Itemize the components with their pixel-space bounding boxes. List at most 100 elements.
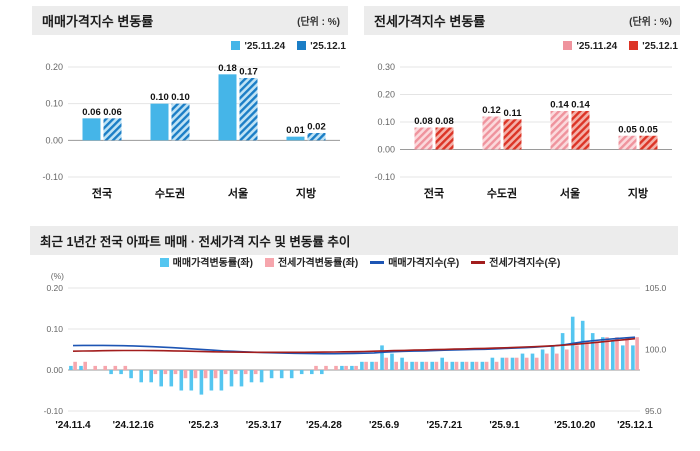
trend-bar — [390, 353, 394, 370]
trend-bar — [253, 370, 258, 375]
trend-section-title: 최근 1년간 전국 아파트 매매 · 전세가격 지수 및 변동률 추이 — [40, 235, 351, 249]
trend-bar — [223, 370, 228, 375]
trend-bar — [404, 361, 409, 370]
legend-line-swatch — [471, 261, 486, 264]
y-axis-tick-label: 0.10 — [377, 117, 395, 127]
category-label: 지방 — [296, 186, 316, 200]
x-axis-tick-label: '25.12.1 — [617, 420, 653, 431]
trend-bar — [625, 337, 629, 370]
trend-chart-legend: 매매가격변동률(좌) 전세가격변동률(좌) 매매가격지수(우) 전세가격지수(우) — [30, 254, 678, 269]
trend-bar — [601, 337, 605, 370]
trend-bar — [219, 370, 224, 391]
trend-bar — [454, 361, 459, 370]
trend-bar — [595, 341, 599, 370]
bar-value-label: 0.14 — [571, 100, 590, 111]
trend-bar — [510, 357, 515, 370]
y-axis-tick-label: -0.10 — [374, 172, 395, 182]
trend-bar — [163, 370, 168, 375]
bar — [307, 133, 326, 141]
trend-bar — [129, 370, 133, 379]
y-axis-tick-label: 0.10 — [45, 99, 63, 109]
bar — [218, 74, 237, 141]
y-axis-tick-label: 0.20 — [45, 62, 63, 72]
bar-value-label: 0.14 — [550, 100, 569, 111]
bar-value-label: 0.18 — [218, 63, 237, 74]
y-axis-tick-label: 0.00 — [45, 135, 63, 145]
category-label: 지방 — [628, 186, 648, 200]
trend-bar — [233, 370, 238, 375]
trend-section-header: 최근 1년간 전국 아파트 매매 · 전세가격 지수 및 변동률 추이 — [30, 226, 678, 255]
bar-value-label: 0.05 — [618, 124, 637, 135]
trend-bar — [414, 361, 419, 370]
trend-bar — [189, 370, 194, 391]
trend-bar — [605, 337, 609, 370]
bar — [171, 103, 190, 141]
trend-bar — [73, 361, 77, 370]
x-axis-tick-label: '25.6.9 — [369, 420, 400, 431]
category-label: 전국 — [424, 186, 444, 200]
trend-bar — [123, 365, 128, 370]
sale-price-index-panel: 매매가격지수 변동률 (단위 : %) '25.11.24 '25.12.1 0.… — [32, 6, 348, 209]
trend-bar — [575, 345, 579, 370]
trend-bar — [344, 365, 348, 370]
trend-bar — [480, 361, 485, 370]
x-axis-tick-label: '25.10.20 — [554, 420, 596, 431]
trend-bar — [314, 365, 318, 370]
jeonse-panel-title: 전세가격지수 변동률 — [374, 14, 486, 29]
legend-label: '25.11.24 — [576, 41, 618, 52]
trend-bar — [299, 370, 304, 375]
trend-bar — [484, 361, 489, 370]
trend-bar — [119, 370, 123, 375]
left-axis-tick-label: 0.10 — [46, 324, 63, 334]
bar — [482, 116, 501, 150]
bar-value-label: 0.08 — [435, 116, 454, 127]
trend-bar — [540, 349, 545, 370]
trend-bar — [555, 353, 559, 370]
legend-item: '25.11.24 — [563, 41, 617, 52]
bar — [550, 111, 569, 150]
trend-bar — [169, 370, 174, 387]
legend-item: '25.11.24 — [231, 41, 285, 52]
trend-bar — [631, 345, 635, 370]
sale-chart-legend: '25.11.24 '25.12.1 — [32, 41, 346, 55]
trend-bar — [410, 361, 414, 370]
trend-bar — [350, 365, 354, 370]
index-line — [72, 337, 636, 354]
bar-value-label: 0.06 — [103, 107, 122, 118]
bar — [571, 111, 590, 150]
trend-bar — [565, 349, 569, 370]
bar-value-label: 0.05 — [639, 124, 658, 135]
trend-bar — [159, 370, 163, 387]
trend-bar — [550, 345, 555, 370]
trend-bar — [424, 361, 429, 370]
right-axis-tick-label: 95.0 — [645, 406, 662, 416]
category-label: 서울 — [228, 186, 248, 200]
legend-color-swatch — [231, 41, 241, 50]
trend-bar — [494, 361, 499, 370]
jeonse-panel-header: 전세가격지수 변동률 (단위 : %) — [364, 6, 680, 35]
trend-bar — [179, 370, 184, 391]
bar — [414, 127, 433, 150]
x-axis-tick-label: '24.12.16 — [113, 420, 155, 431]
trend-bar — [635, 337, 639, 370]
bar — [618, 135, 637, 150]
trend-bar — [173, 370, 178, 375]
y-axis-tick-label: -0.10 — [42, 172, 63, 182]
y-axis-tick-label: 0.30 — [377, 62, 395, 72]
legend-item: '25.12.1 — [297, 41, 346, 52]
category-label: 수도권 — [155, 187, 185, 200]
sale-panel-header: 매매가격지수 변동률 (단위 : %) — [32, 6, 348, 35]
x-axis-tick-label: '24.11.4 — [55, 420, 91, 431]
trend-bar — [310, 370, 314, 375]
trend-bar — [69, 365, 73, 370]
trend-bar — [490, 357, 495, 370]
trend-bar — [279, 370, 284, 379]
legend-label: 매매가격변동률(좌) — [172, 258, 253, 269]
left-axis-unit-label: (%) — [51, 271, 64, 281]
trend-bar — [193, 370, 198, 379]
trend-bar — [504, 357, 509, 370]
legend-label: 전세가격변동률(좌) — [277, 258, 359, 269]
category-label: 수도권 — [487, 187, 517, 200]
trend-bar — [340, 365, 344, 370]
